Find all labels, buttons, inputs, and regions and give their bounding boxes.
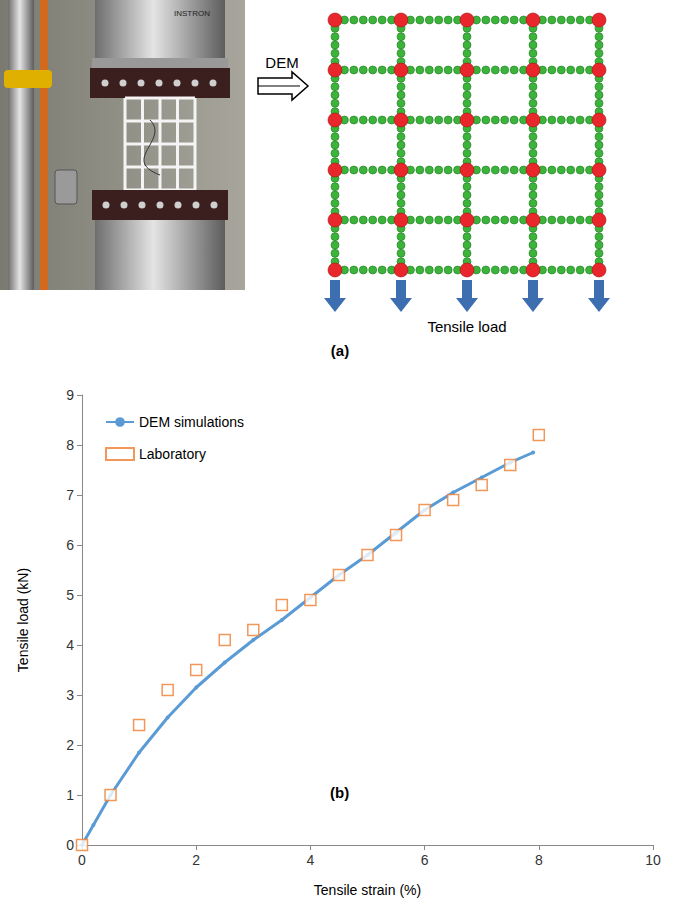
svg-text:2: 2 xyxy=(192,852,200,868)
svg-text:Laboratory: Laboratory xyxy=(139,446,206,462)
svg-text:DEM: DEM xyxy=(265,54,298,71)
svg-text:INSTRON: INSTRON xyxy=(174,9,210,18)
svg-text:6: 6 xyxy=(421,852,429,868)
svg-text:(a): (a) xyxy=(331,342,349,359)
svg-text:2: 2 xyxy=(66,737,74,753)
svg-text:Tensile load (kN): Tensile load (kN) xyxy=(15,568,31,672)
svg-text:8: 8 xyxy=(535,852,543,868)
svg-text:8: 8 xyxy=(66,437,74,453)
svg-text:Tensile strain (%): Tensile strain (%) xyxy=(314,882,421,898)
svg-text:4: 4 xyxy=(66,637,74,653)
svg-text:0: 0 xyxy=(66,837,74,853)
svg-text:(b): (b) xyxy=(330,784,349,801)
svg-text:1: 1 xyxy=(66,787,74,803)
svg-text:DEM simulations: DEM simulations xyxy=(139,414,244,430)
svg-text:4: 4 xyxy=(307,852,315,868)
svg-text:0: 0 xyxy=(78,852,86,868)
svg-text:3: 3 xyxy=(66,687,74,703)
svg-text:5: 5 xyxy=(66,587,74,603)
svg-text:7: 7 xyxy=(66,487,74,503)
svg-text:9: 9 xyxy=(66,387,74,403)
svg-text:10: 10 xyxy=(645,852,661,868)
svg-text:Tensile load: Tensile load xyxy=(427,318,506,335)
svg-text:6: 6 xyxy=(66,537,74,553)
